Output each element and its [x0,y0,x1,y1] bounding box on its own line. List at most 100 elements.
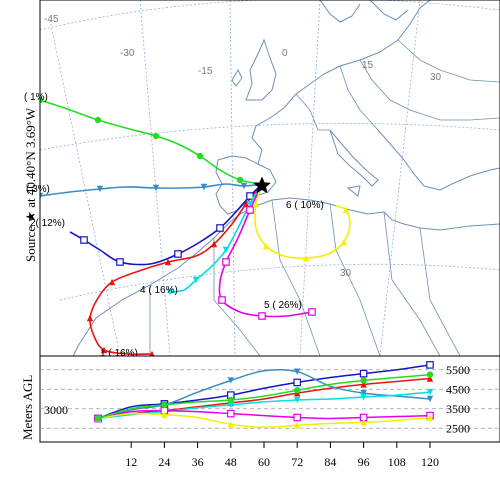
height-point [294,368,301,375]
trajectory-5 [218,183,316,320]
trajectory-2 [69,183,263,266]
height-point [426,361,434,369]
trajectory-6 [252,183,351,262]
trajectory-line-5 [218,183,313,318]
triangle-down-icon [166,288,174,296]
lon-label: -30 [120,48,135,59]
trajectory-1 [86,183,263,356]
map-panel: -45 -30 -15 0 15 30 30 6 ( 10%) 5 ( 26%)… [24,0,500,359]
square-open-icon [174,250,182,258]
lat-label: 30 [340,268,352,279]
height-line-3 [97,368,431,420]
height-tick-label: 4500 [446,382,470,396]
square-open-icon [246,192,254,200]
height-tick-label: 5500 [446,363,470,377]
triangle-down-icon [152,184,160,192]
lon-label: -15 [198,66,213,77]
coastline-europe [251,0,431,165]
square-open-icon [116,258,124,266]
x-tick-label: 60 [258,455,270,469]
height-point [426,414,434,421]
square-open-icon [246,206,254,214]
height-point [227,409,235,418]
circle-icon [236,176,244,184]
triangle-up-icon [149,350,155,356]
square-open-icon [222,258,230,266]
cluster-label-2: 2( 12%) [30,218,65,229]
height-point [426,395,434,403]
star-icon [252,176,272,194]
x-tick-label: 108 [388,455,406,469]
coastline-north [319,0,409,23]
lon-label: 0 [282,48,288,59]
trajectory-layer [40,96,351,356]
height-point [227,421,234,428]
height-series-layer [94,361,434,429]
coastline-italy [329,129,379,197]
triangle-up-icon [164,258,172,266]
height-right-ticks: 5500 4500 3500 2500 [446,363,470,436]
x-tick-label: 24 [158,455,170,469]
triangle-up-icon [242,200,250,208]
triangle-up-icon [342,206,350,214]
country-borders [149,39,500,356]
lon-label: 30 [430,72,442,83]
trajectory-line-3 [40,183,263,197]
height-point [161,411,168,418]
height-point [293,378,302,387]
height-line-4 [97,391,431,420]
x-tick-label: 84 [324,455,336,469]
circle-icon [152,132,160,140]
height-point [227,396,234,404]
triangle-up-icon [302,254,310,262]
height-point [94,415,102,422]
triangle-down-icon [96,185,104,193]
square-open-icon [258,312,266,320]
height-point [360,389,367,397]
triangle-down-icon [40,192,44,200]
triangle-up-icon [210,240,218,248]
height-x-ticks: 12 24 36 48 60 72 84 96 108 120 [125,442,439,469]
coastline-uk [231,38,277,101]
height-point [293,413,302,422]
circle-icon [94,116,102,124]
height-point [360,419,367,426]
start-height-label: 3000 [44,403,68,417]
circle-icon [196,152,204,160]
height-line-7 [97,373,431,420]
triangle-down-icon [192,276,200,284]
trajectory-7 [40,96,263,185]
height-point [426,371,434,378]
trajectory-3 [40,182,263,200]
triangle-down-icon [200,183,208,191]
trajectory-line-4 [169,183,263,293]
cluster-label-4: 4 ( 16%) [140,285,178,296]
source-label: Source ★ at 40.40°N 3.69°W [23,107,38,262]
lon-label: 15 [362,60,374,71]
height-point [360,393,367,401]
height-point [227,377,234,384]
cluster-label-5: 5 ( 26%) [264,300,302,311]
triangle-up-icon [108,278,116,286]
height-series-6 [94,411,434,429]
x-tick-label: 48 [225,455,237,469]
cluster-label-7: ( 1%) [24,92,48,103]
square-open-icon [218,296,226,304]
triangle-up-icon [340,238,348,246]
height-series-7 [94,371,434,422]
height-line-2 [97,364,431,420]
triangle-down-icon [222,246,230,254]
coastline-balkans [377,129,500,191]
height-point [227,401,234,409]
lon-label: -45 [44,14,59,25]
square-open-icon [216,224,224,232]
x-tick-label: 72 [291,455,303,469]
height-point [426,388,434,396]
height-point [426,375,434,382]
trajectory-4 [166,183,263,296]
height-tick-label: 2500 [446,421,470,435]
height-point [360,377,367,384]
square-open-icon [80,236,88,244]
x-tick-label: 96 [358,455,370,469]
height-point [161,401,168,409]
